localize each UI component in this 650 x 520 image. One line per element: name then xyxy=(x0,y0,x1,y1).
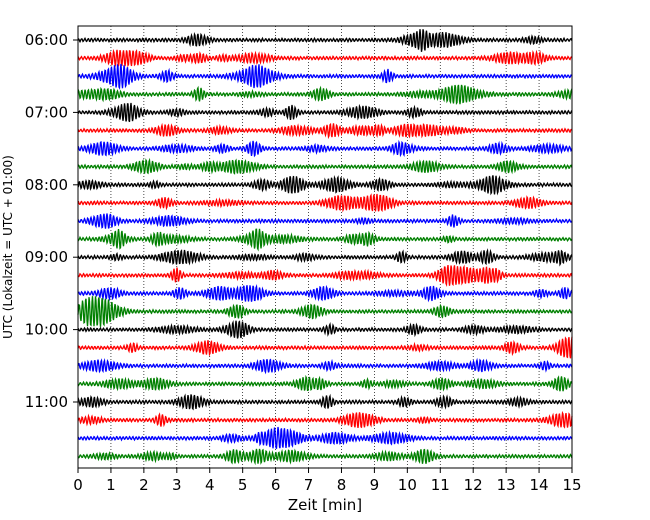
trace-1030 xyxy=(77,357,573,375)
trace-0800 xyxy=(77,174,573,196)
y-axis-label: UTC (Lokalzeit = UTC + 01:00) xyxy=(1,155,15,339)
y-axis-ticks: 06:00 07:00 08:00 09:00 10:00 11:00 xyxy=(25,31,78,411)
y-tick-label: 07:00 xyxy=(25,103,68,121)
trace-0630 xyxy=(77,63,573,90)
trace-0600 xyxy=(77,29,573,52)
x-tick-label: 6 xyxy=(271,476,281,494)
x-axis-ticks: 0 1 2 3 4 5 6 7 8 9 10 11 12 13 14 15 xyxy=(73,468,582,494)
trace-0700 xyxy=(77,102,573,123)
x-tick-label: 15 xyxy=(562,476,581,494)
y-tick-label: 10:00 xyxy=(25,321,68,339)
x-axis-label: Zeit [min] xyxy=(288,496,362,514)
trace-0845 xyxy=(77,228,573,252)
trace-0945 xyxy=(77,296,573,327)
trace-0730 xyxy=(77,139,573,158)
y-tick-label: 11:00 xyxy=(25,393,68,411)
y-tick-label: 06:00 xyxy=(25,31,68,49)
trace-0745 xyxy=(77,157,573,175)
x-tick-label: 3 xyxy=(172,476,182,494)
x-tick-label: 1 xyxy=(106,476,116,494)
trace-1145 xyxy=(77,448,573,466)
trace-0830 xyxy=(77,213,573,229)
x-tick-label: 9 xyxy=(370,476,380,494)
x-tick-label: 4 xyxy=(205,476,215,494)
trace-0930 xyxy=(77,284,573,303)
trace-1045 xyxy=(77,374,573,392)
trace-0715 xyxy=(77,122,573,140)
x-tick-label: 7 xyxy=(304,476,314,494)
x-tick-label: 13 xyxy=(497,476,516,494)
x-tick-label: 10 xyxy=(398,476,417,494)
trace-0915 xyxy=(77,264,573,287)
trace-1000 xyxy=(77,319,573,339)
x-tick-label: 8 xyxy=(337,476,347,494)
trace-0815 xyxy=(77,193,573,213)
trace-1100 xyxy=(77,393,573,411)
plot-frame xyxy=(77,25,573,469)
y-tick-label: 09:00 xyxy=(25,248,68,266)
x-tick-label: 2 xyxy=(139,476,149,494)
trace-0900 xyxy=(77,248,573,267)
trace-1015 xyxy=(77,336,573,359)
x-tick-label: 5 xyxy=(238,476,248,494)
x-tick-label: 0 xyxy=(73,476,83,494)
x-tick-label: 14 xyxy=(530,476,549,494)
seismic-traces xyxy=(77,29,573,466)
x-tick-label: 12 xyxy=(464,476,483,494)
trace-1130 xyxy=(77,426,573,449)
y-tick-label: 08:00 xyxy=(25,176,68,194)
trace-1115 xyxy=(77,410,573,429)
trace-0645 xyxy=(77,84,573,106)
trace-0615 xyxy=(77,48,573,68)
x-tick-label: 11 xyxy=(431,476,450,494)
